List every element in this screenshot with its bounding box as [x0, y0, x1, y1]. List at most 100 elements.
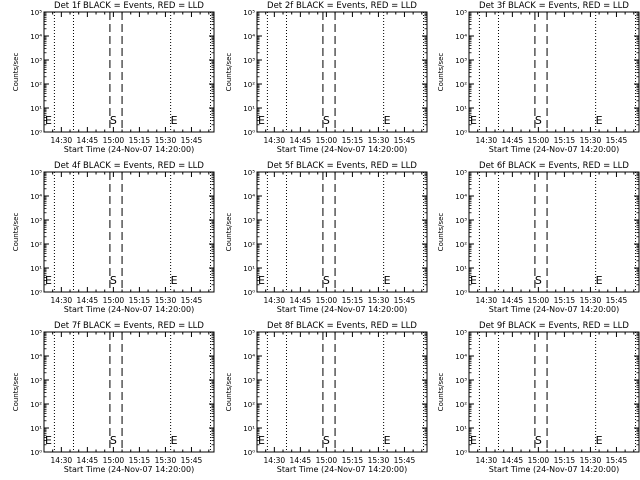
y-tick-label: 10⁴	[243, 33, 255, 41]
x-tick-label: 15:30	[368, 296, 390, 305]
x-tick-label: 15:15	[129, 456, 151, 465]
x-tick-label: 15:30	[580, 296, 602, 305]
marker-e: E	[171, 114, 178, 127]
chart-title: Det 9f BLACK = Events, RED = LLD	[479, 321, 629, 331]
panel-7: Det 7f BLACK = Events, RED = LLD 10⁰ 10¹ 10…	[12, 321, 215, 474]
x-tick-label: 15:30	[580, 136, 602, 145]
marker-e: E	[45, 114, 52, 127]
y-tick-label: 10¹	[243, 265, 255, 273]
y-tick-label: 10¹	[243, 425, 255, 433]
y-axis-label: Counts/sec	[437, 373, 445, 412]
y-tick-label: 10⁴	[30, 193, 42, 201]
y-tick-label: 10⁰	[243, 129, 255, 137]
chart-title: Det 7f BLACK = Events, RED = LLD	[54, 321, 204, 331]
plot-frame	[256, 171, 428, 293]
x-axis-label: Start Time (24-Nov-07 14:20:00)	[277, 305, 407, 314]
y-axis-label: Counts/sec	[12, 53, 20, 92]
x-tick-label: 15:00	[528, 136, 550, 145]
plot-frame	[468, 11, 640, 133]
x-tick-label: 15:45	[394, 456, 416, 465]
y-tick-label: 10³	[30, 377, 42, 385]
plot-frame	[256, 331, 428, 453]
x-tick-label: 14:45	[502, 296, 524, 305]
y-tick-label: 10¹	[455, 265, 467, 273]
x-tick-label: 15:00	[528, 456, 550, 465]
x-tick-label: 15:45	[181, 136, 203, 145]
x-tick-label: 15:15	[554, 296, 576, 305]
y-tick-label: 10³	[455, 57, 467, 65]
y-tick-label: 10²	[455, 241, 467, 249]
y-tick-label: 10⁴	[243, 193, 255, 201]
y-tick-label: 10⁰	[30, 449, 42, 457]
y-axis-label: Counts/sec	[225, 373, 233, 412]
marker-s: S	[110, 114, 117, 127]
y-tick-label: 10⁵	[30, 9, 42, 17]
x-tick-label: 15:30	[155, 456, 177, 465]
y-tick-label: 10⁵	[455, 9, 467, 17]
x-tick-label: 15:00	[528, 296, 550, 305]
y-tick-label: 10⁰	[455, 449, 467, 457]
y-tick-label: 10¹	[30, 105, 42, 113]
x-tick-label: 15:45	[606, 456, 628, 465]
y-tick-label: 10²	[455, 401, 467, 409]
y-tick-label: 10⁵	[30, 169, 42, 177]
y-tick-label: 10⁰	[455, 129, 467, 137]
marker-e: E	[384, 114, 391, 127]
y-tick-label: 10²	[30, 241, 42, 249]
x-tick-label: 15:15	[342, 136, 364, 145]
y-axis-label: Counts/sec	[12, 373, 20, 412]
panel-6: Det 6f BLACK = Events, RED = LLD 10⁰ 10¹ 10…	[437, 161, 640, 314]
y-tick-label: 10²	[243, 401, 255, 409]
plot-frame	[256, 11, 428, 133]
x-tick-label: 15:00	[103, 456, 125, 465]
y-axis-label: Counts/sec	[225, 213, 233, 252]
y-tick-label: 10³	[243, 57, 255, 65]
x-tick-label: 14:30	[264, 136, 286, 145]
x-tick-label: 15:45	[394, 296, 416, 305]
y-tick-label: 10⁴	[455, 353, 467, 361]
x-tick-label: 14:45	[290, 456, 312, 465]
x-tick-label: 15:30	[580, 456, 602, 465]
x-axis-label: Start Time (24-Nov-07 14:20:00)	[489, 305, 619, 314]
marker-e: E	[45, 274, 52, 287]
y-tick-label: 10⁰	[243, 289, 255, 297]
marker-s: S	[535, 274, 542, 287]
marker-e: E	[258, 274, 265, 287]
x-tick-label: 14:45	[77, 456, 99, 465]
chart-title: Det 2f BLACK = Events, RED = LLD	[267, 1, 417, 11]
x-tick-label: 15:45	[181, 296, 203, 305]
marker-e: E	[470, 274, 477, 287]
panel-2: Det 2f BLACK = Events, RED = LLD 10⁰ 10¹ 10…	[225, 1, 428, 154]
x-tick-label: 15:00	[316, 456, 338, 465]
x-tick-label: 14:45	[77, 136, 99, 145]
x-tick-label: 14:30	[476, 296, 498, 305]
chart-title: Det 3f BLACK = Events, RED = LLD	[479, 1, 629, 11]
y-tick-label: 10⁰	[30, 289, 42, 297]
marker-s: S	[323, 274, 330, 287]
plot-frame	[43, 331, 215, 453]
x-tick-label: 15:00	[103, 296, 125, 305]
plot-frame	[43, 171, 215, 293]
x-tick-label: 15:45	[394, 136, 416, 145]
y-tick-label: 10³	[455, 217, 467, 225]
x-tick-label: 15:15	[342, 296, 364, 305]
panel-4: Det 4f BLACK = Events, RED = LLD 10⁰ 10¹ 10…	[12, 161, 215, 314]
y-axis-label: Counts/sec	[12, 213, 20, 252]
x-tick-label: 14:45	[290, 296, 312, 305]
y-axis-label: Counts/sec	[225, 53, 233, 92]
marker-e: E	[45, 434, 52, 447]
x-tick-label: 14:30	[264, 296, 286, 305]
panel-5: Det 5f BLACK = Events, RED = LLD 10⁰ 10¹ 10…	[225, 161, 428, 314]
x-tick-label: 15:15	[342, 456, 364, 465]
y-tick-label: 10³	[243, 217, 255, 225]
marker-e: E	[258, 114, 265, 127]
x-tick-label: 14:30	[476, 456, 498, 465]
marker-e: E	[258, 434, 265, 447]
y-tick-label: 10⁰	[30, 129, 42, 137]
marker-e: E	[470, 434, 477, 447]
x-tick-label: 15:45	[606, 296, 628, 305]
x-tick-label: 15:15	[129, 136, 151, 145]
plot-frame	[468, 171, 640, 293]
x-tick-label: 14:30	[476, 136, 498, 145]
y-tick-label: 10³	[30, 57, 42, 65]
